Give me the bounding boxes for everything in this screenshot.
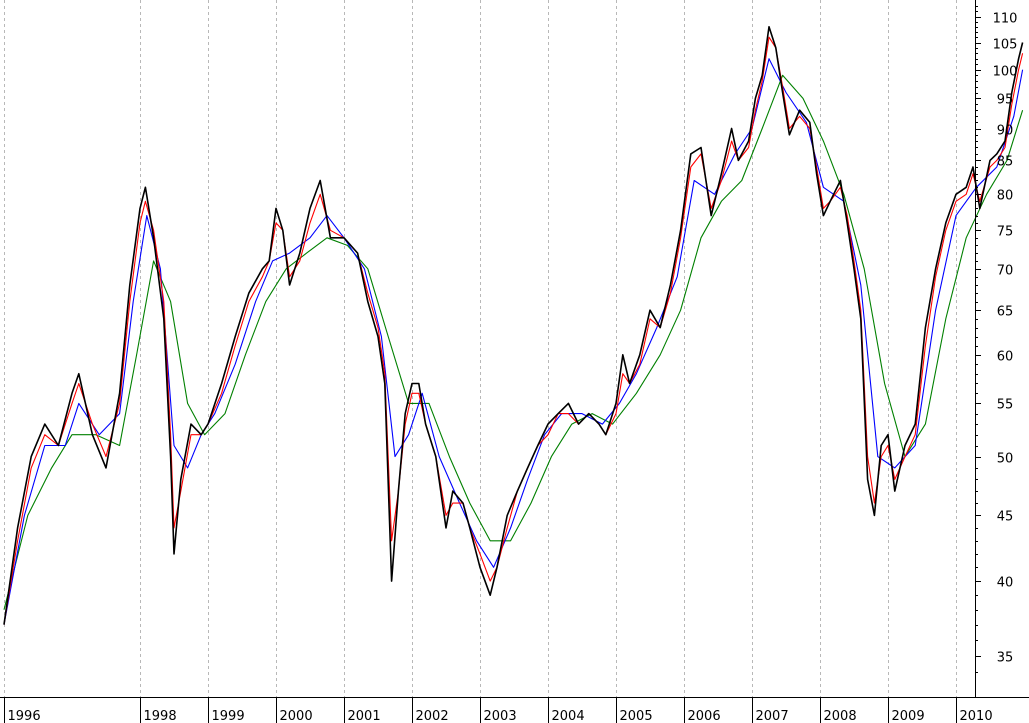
y-tick-label-85: 85 <box>997 155 1014 170</box>
y-tick-label-65: 65 <box>997 305 1014 320</box>
vertical-grid <box>4 0 957 697</box>
series-line-1 <box>3 36 1024 625</box>
y-tick-label-70: 70 <box>997 264 1014 279</box>
x-tick-label-2010: 2010 <box>960 709 993 723</box>
y-tick-label-55: 55 <box>997 398 1014 413</box>
x-tick-label-2006: 2006 <box>688 709 721 723</box>
x-tick-label-2000: 2000 <box>280 709 313 723</box>
plot-series <box>3 25 1024 625</box>
series-line-2 <box>3 58 1024 625</box>
y-tick-label-40: 40 <box>997 576 1014 591</box>
x-tick-label-1999: 1999 <box>212 709 245 723</box>
y-tick-label-35: 35 <box>997 651 1014 666</box>
x-tick-label-2009: 2009 <box>892 709 925 723</box>
series-line-3 <box>3 74 1024 610</box>
y-tick-label-75: 75 <box>997 225 1014 240</box>
x-tick-label-2004: 2004 <box>552 709 585 723</box>
x-tick-label-2005: 2005 <box>620 709 653 723</box>
x-tick-label-1998: 1998 <box>144 709 177 723</box>
y-tick-label-80: 80 <box>997 189 1014 204</box>
y-tick-label-45: 45 <box>997 510 1014 525</box>
y-tick-label-50: 50 <box>997 452 1014 467</box>
y-tick-label-100: 100 <box>993 65 1018 80</box>
y-axis: 35 40 45 50 55 60 65 70 75 80 85 90 95 100 105 110 <box>975 0 1017 697</box>
x-tick-label-2003: 2003 <box>484 709 517 723</box>
series-line-0 <box>3 25 1024 625</box>
x-tick-label-1996: 1996 <box>8 709 41 723</box>
x-tick-label-2007: 2007 <box>756 709 789 723</box>
y-tick-label-95: 95 <box>997 93 1014 108</box>
y-tick-label-105: 105 <box>993 38 1018 53</box>
x-tick-label-2008: 2008 <box>824 709 857 723</box>
x-tick-label-2001: 2001 <box>348 709 381 723</box>
x-axis: 1996 1998 1999 2000 2001 2002 2003 2004 2005 2006… <box>0 697 1029 723</box>
y-tick-label-90: 90 <box>997 124 1014 139</box>
y-tick-label-110: 110 <box>993 12 1018 27</box>
y-tick-label-60: 60 <box>997 350 1014 365</box>
x-tick-label-2002: 2002 <box>416 709 449 723</box>
